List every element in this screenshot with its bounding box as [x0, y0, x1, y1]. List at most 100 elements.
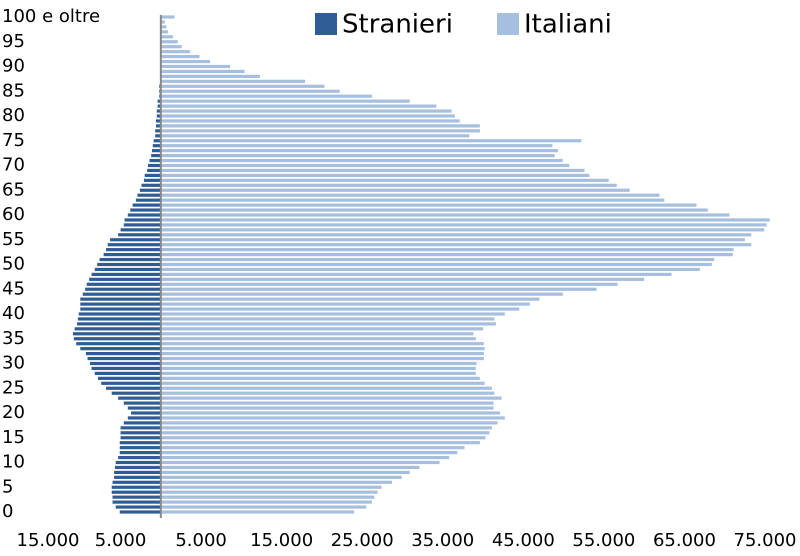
bar	[160, 475, 402, 479]
bar	[160, 94, 372, 98]
bar	[119, 510, 161, 514]
bar	[82, 292, 161, 296]
bar	[141, 183, 161, 187]
bar	[123, 223, 161, 227]
bar	[160, 446, 465, 450]
bar	[160, 371, 476, 375]
bar	[112, 500, 161, 504]
bar	[160, 287, 597, 291]
bar	[94, 267, 161, 272]
bar	[160, 465, 420, 470]
bar	[156, 124, 161, 128]
bar	[160, 104, 437, 108]
y-tick-label: 45	[2, 278, 25, 299]
bar	[160, 74, 260, 78]
bar	[160, 213, 730, 217]
y-tick-label: 60	[2, 204, 25, 225]
bar	[160, 208, 708, 212]
y-tick-label: 40	[2, 303, 25, 324]
x-tick-label: 55.000	[572, 530, 635, 551]
bar	[160, 470, 410, 474]
bar	[160, 267, 700, 272]
bar	[160, 455, 450, 460]
bar	[103, 253, 161, 257]
bar	[160, 381, 485, 385]
y-tick-label: 70	[2, 155, 25, 176]
bar	[160, 64, 231, 69]
bar	[157, 104, 161, 108]
y-tick-label: 35	[2, 328, 25, 349]
bar	[152, 144, 161, 148]
bar	[160, 436, 486, 440]
bar	[157, 99, 161, 103]
bar	[160, 173, 590, 177]
bar	[112, 495, 161, 499]
y-tick-label: 85	[2, 80, 25, 101]
bar	[160, 178, 609, 182]
bar	[160, 386, 492, 390]
bar	[160, 158, 563, 163]
bar	[160, 99, 410, 103]
bar	[119, 451, 161, 455]
bar	[160, 149, 558, 153]
bar	[120, 426, 161, 430]
bar	[160, 30, 169, 34]
bar	[160, 233, 752, 237]
bar	[160, 183, 617, 187]
bar	[160, 495, 375, 499]
bar	[123, 421, 161, 425]
bar	[160, 89, 340, 93]
bar	[131, 411, 161, 415]
bar	[160, 59, 210, 64]
bar	[160, 218, 770, 222]
bar	[160, 35, 173, 39]
bar	[151, 149, 161, 153]
bar	[156, 114, 161, 118]
bar	[85, 287, 161, 291]
bar	[160, 352, 484, 356]
bar	[160, 460, 440, 465]
bar	[74, 327, 161, 331]
bar	[160, 139, 582, 143]
y-tick-label: 80	[2, 105, 25, 126]
bar	[160, 342, 484, 346]
bar	[160, 129, 480, 133]
x-tick-label: 5.000	[95, 530, 147, 551]
bar	[160, 25, 167, 29]
bar	[160, 361, 477, 366]
bar	[99, 257, 161, 262]
bar	[160, 391, 495, 395]
bar	[160, 69, 245, 74]
bar	[89, 361, 161, 366]
y-tick-label: 65	[2, 179, 25, 200]
x-tick-label: 15.000	[17, 530, 80, 551]
bar	[160, 257, 715, 262]
x-tick-label: 5.000	[175, 530, 227, 551]
bar	[160, 510, 355, 514]
bar	[77, 317, 161, 321]
bar	[147, 163, 161, 168]
bar	[160, 262, 712, 267]
bar	[106, 248, 161, 252]
bar	[111, 391, 161, 395]
bar	[78, 312, 161, 316]
bar	[160, 223, 767, 227]
bar	[160, 40, 178, 44]
bar	[119, 446, 161, 450]
bar	[123, 401, 161, 405]
bar	[160, 277, 645, 281]
x-tick-label: 65.000	[653, 530, 716, 551]
bar	[160, 421, 498, 425]
x-tick-label: 75.000	[734, 530, 797, 551]
y-tick-label: 0	[2, 501, 13, 522]
bar	[160, 356, 484, 361]
bar	[160, 302, 530, 306]
bar	[114, 475, 161, 479]
bar	[130, 208, 161, 212]
bar	[80, 307, 161, 311]
bar	[160, 124, 480, 128]
bar	[160, 312, 505, 316]
bar	[77, 322, 161, 326]
bar	[160, 416, 505, 420]
